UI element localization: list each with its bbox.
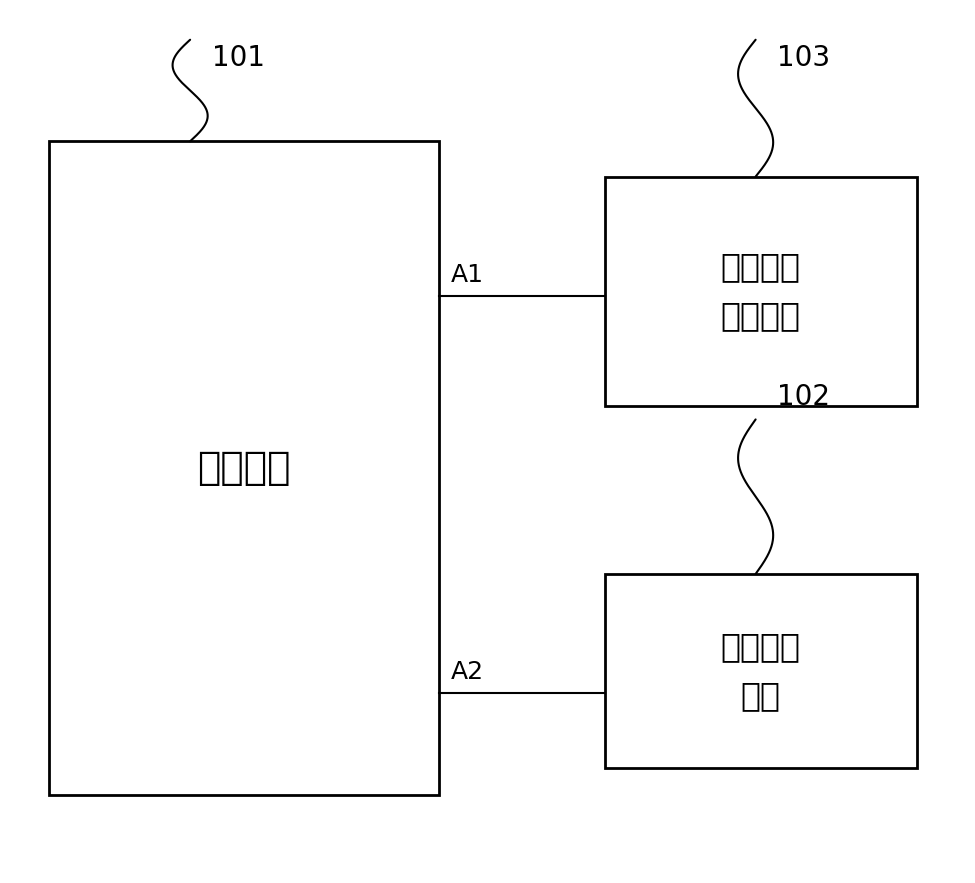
Text: 103: 103 [777,44,830,72]
Text: A2: A2 [450,660,484,684]
Text: 101: 101 [212,44,264,72]
Bar [604,574,916,768]
Text: A1: A1 [450,263,484,287]
Bar [49,141,439,795]
Text: 主蔚电池: 主蔚电池 [197,449,291,487]
Text: 车端电气
部件: 车端电气 部件 [721,630,800,712]
Text: 102: 102 [777,382,830,411]
Bar [604,177,916,406]
Text: 自动驾騶
电气部件: 自动驾騶 电气部件 [721,251,800,332]
